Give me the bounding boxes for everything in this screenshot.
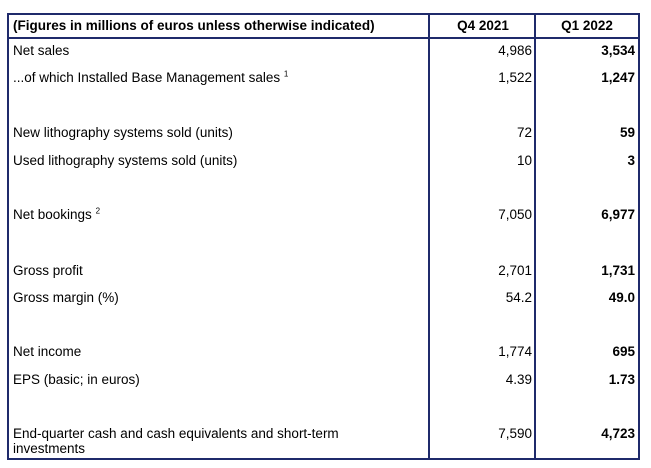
header-q1-2022: Q1 2022: [561, 18, 613, 33]
row-label: Gross margin (%): [13, 290, 119, 305]
row-q4-value: 72: [516, 125, 532, 140]
row-label: End-quarter cash and cash equivalents an…: [13, 426, 339, 456]
footnote-marker: 2: [95, 206, 101, 216]
row-q1-value: 6,977: [601, 207, 635, 222]
column-divider: [428, 15, 430, 458]
row-label: Net sales: [13, 43, 70, 58]
row-q4-value: 4.39: [505, 372, 532, 387]
row-q1-value: 59: [619, 125, 635, 140]
table-row: Net income 1,774 695: [9, 344, 638, 362]
header-label: (Figures in millions of euros unless oth…: [13, 18, 375, 33]
row-q1-value: 49.0: [608, 290, 635, 305]
financial-summary-table: (Figures in millions of euros unless oth…: [7, 13, 640, 460]
row-label: EPS (basic; in euros): [13, 372, 140, 387]
row-q4-value: 4,986: [498, 43, 532, 58]
row-q1-value: 1,247: [601, 70, 635, 85]
row-q4-value: 10: [516, 153, 532, 168]
header-q4-2021: Q4 2021: [457, 18, 509, 33]
table-row: End-quarter cash and cash equivalents an…: [9, 426, 638, 458]
row-q4-value: 7,050: [498, 207, 532, 222]
row-q1-value: 4,723: [601, 426, 635, 441]
table-header: (Figures in millions of euros unless oth…: [9, 18, 638, 36]
table-row: New lithography systems sold (units) 72 …: [9, 125, 638, 143]
table-row: EPS (basic; in euros) 4.39 1.73: [9, 372, 638, 390]
row-q1-value: 1,731: [601, 263, 635, 278]
row-q4-value: 1,774: [498, 344, 532, 359]
row-q1-value: 1.73: [608, 372, 635, 387]
row-q4-value: 54.2: [505, 290, 532, 305]
row-q1-value: 3,534: [601, 43, 635, 58]
row-label: Net bookings: [13, 207, 92, 222]
row-q4-value: 2,701: [498, 263, 532, 278]
row-q1-value: 3: [627, 153, 635, 168]
row-q4-value: 1,522: [498, 70, 532, 85]
row-label: Used lithography systems sold (units): [13, 153, 238, 168]
row-q1-value: 695: [612, 344, 635, 359]
table-row: Gross profit 2,701 1,731: [9, 263, 638, 281]
row-label: Gross profit: [13, 263, 83, 278]
row-q4-value: 7,590: [498, 426, 532, 441]
table-row: ...of which Installed Base Management sa…: [9, 70, 638, 88]
row-label: New lithography systems sold (units): [13, 125, 233, 140]
table-row: Gross margin (%) 54.2 49.0: [9, 290, 638, 308]
footnote-marker: 1: [283, 69, 289, 79]
table-row: Used lithography systems sold (units) 10…: [9, 153, 638, 171]
row-label: Net income: [13, 344, 82, 359]
table-row: Net sales 4,986 3,534: [9, 43, 638, 61]
row-label: ...of which Installed Base Management sa…: [13, 70, 281, 85]
table-row: Net bookings 2 7,050 6,977: [9, 207, 638, 225]
column-divider: [534, 15, 536, 458]
header-divider: [9, 37, 638, 39]
